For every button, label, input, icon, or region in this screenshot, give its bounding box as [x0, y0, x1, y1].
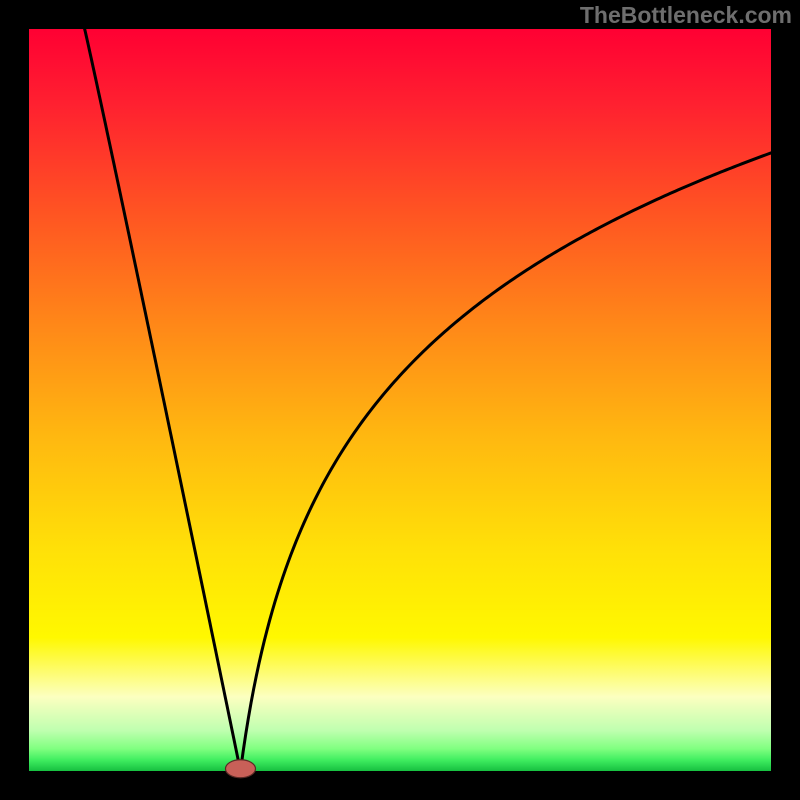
- plot-area: [29, 29, 771, 771]
- optimal-point-marker: [225, 760, 255, 778]
- chart-container: TheBottleneck.com: [0, 0, 800, 800]
- chart-svg: [0, 0, 800, 800]
